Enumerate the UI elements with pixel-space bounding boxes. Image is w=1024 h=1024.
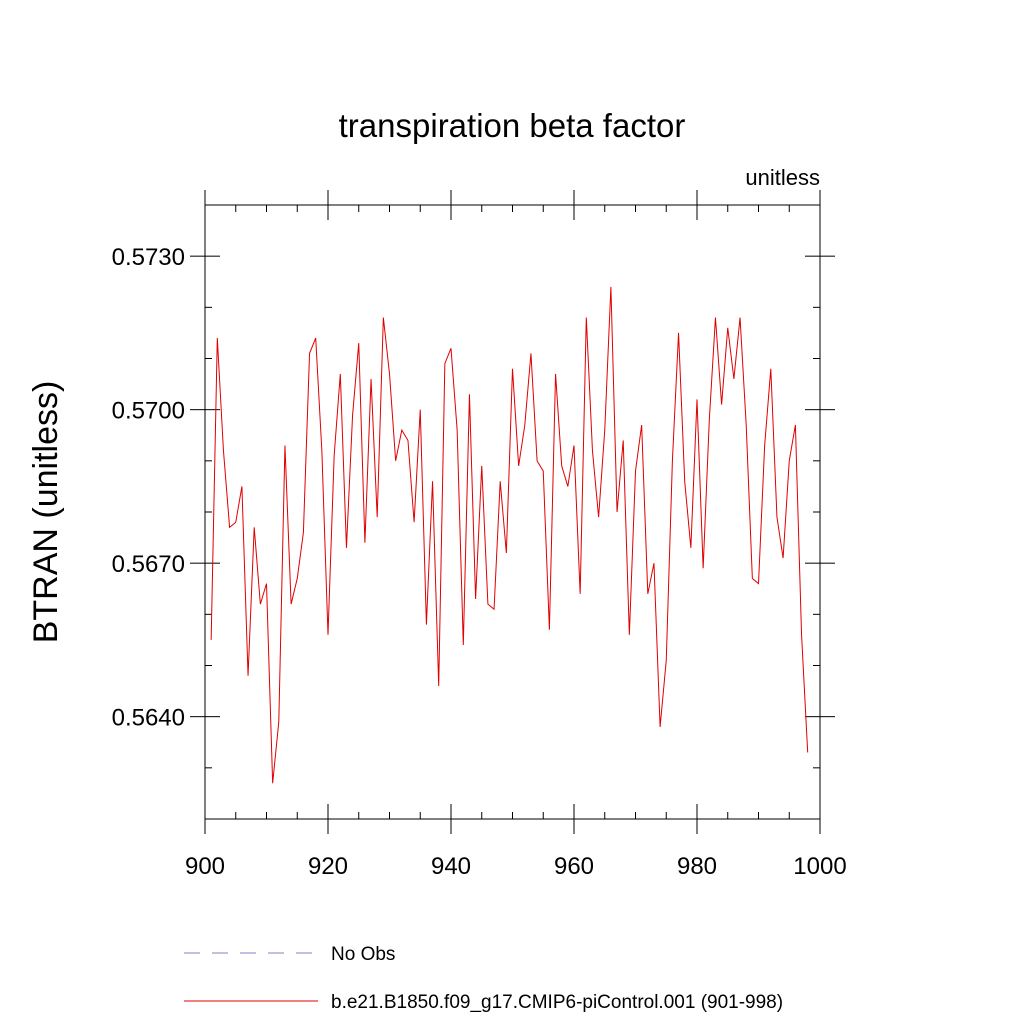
y-axis-title: BTRAN (unitless) (27, 381, 65, 644)
legend: No Obs b.e21.B1850.f09_g17.CMIP6-piContro… (184, 944, 783, 1013)
x-tick-label: 900 (185, 853, 225, 880)
chart-title: transpiration beta factor (339, 107, 686, 144)
series-line-1 (210, 286, 809, 784)
plot-frame (204, 204, 821, 820)
y-axis-tick-labels: 0.5640 0.5670 0.5700 0.5730 (112, 244, 185, 732)
y-tick-label: 0.5670 (112, 551, 185, 578)
legend-label-1: b.e21.B1850.f09_g17.CMIP6-piControl.001 … (331, 992, 783, 1013)
y-tick-label: 0.5640 (112, 705, 185, 732)
x-tick-label: 960 (554, 853, 594, 880)
x-tick-label: 980 (677, 853, 717, 880)
legend-label-0: No Obs (331, 944, 395, 965)
x-tick-label: 940 (431, 853, 471, 880)
y-axis-ticks (190, 255, 835, 769)
y-tick-label: 0.5700 (112, 398, 185, 425)
series-layer (210, 286, 809, 784)
x-axis-tick-labels: 900 920 940 960 980 1000 (185, 853, 847, 880)
x-axis-ticks (204, 190, 821, 834)
y-tick-label: 0.5730 (112, 244, 185, 271)
x-tick-label: 1000 (793, 853, 846, 880)
x-tick-label: 920 (308, 853, 348, 880)
units-label: unitless (745, 165, 820, 190)
